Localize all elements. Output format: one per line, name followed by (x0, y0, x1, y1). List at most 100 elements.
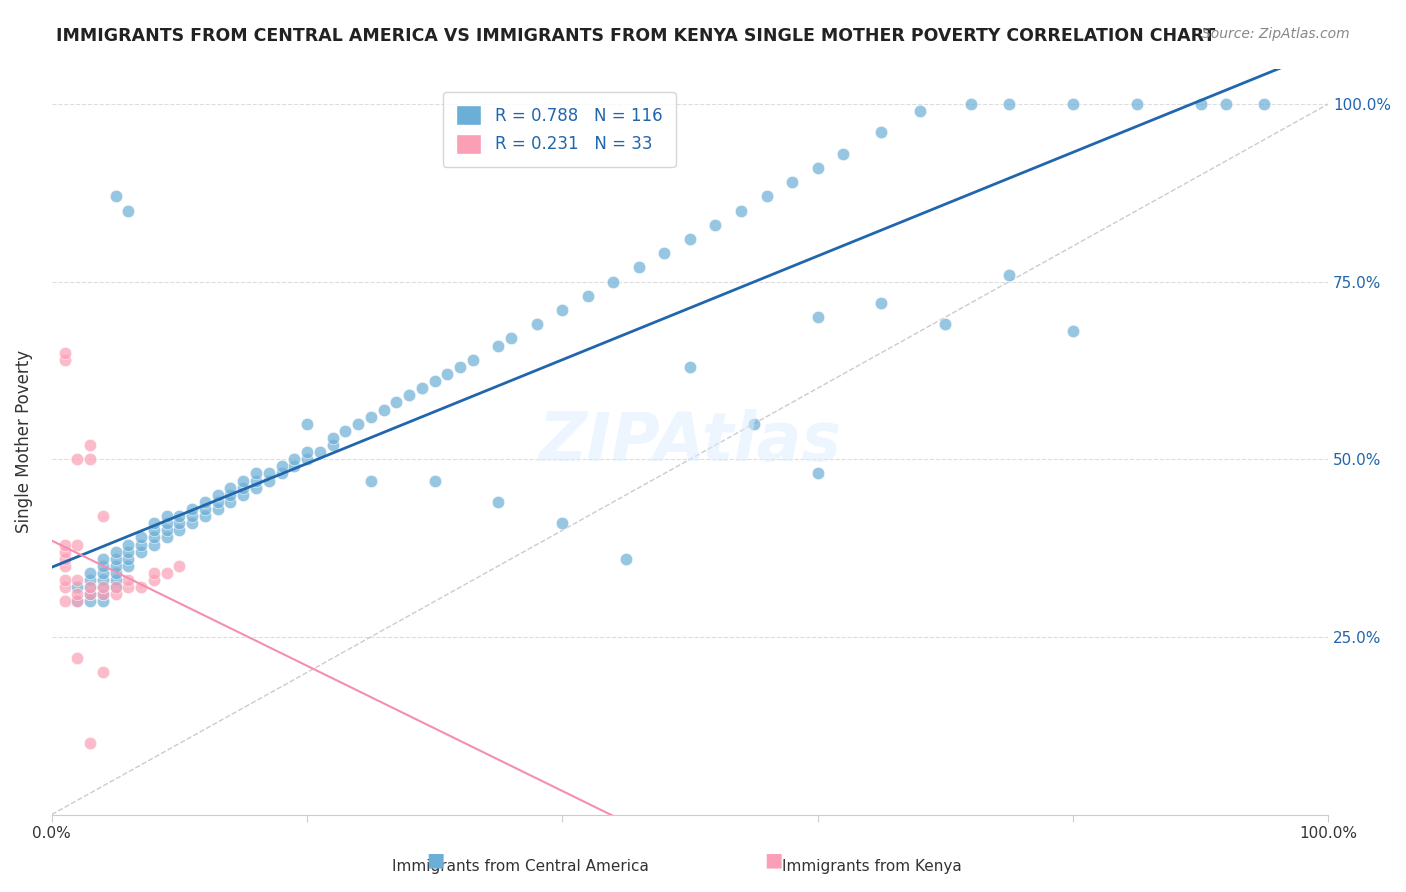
Point (870, 296, 893, 310)
Point (245, 467, 267, 481)
Point (194, 495, 217, 509)
Point (488, 495, 510, 509)
Point (742, 417, 765, 431)
Point (270, 467, 292, 481)
Point (104, 580, 127, 594)
Point (66, 587, 89, 601)
Point (347, 417, 370, 431)
Point (104, 189, 127, 203)
Point (91, 558, 114, 573)
Point (156, 524, 179, 538)
Point (169, 524, 191, 538)
Point (53, 537, 76, 551)
Text: Immigrants from Central America: Immigrants from Central America (392, 859, 648, 874)
Text: Immigrants from Kenya: Immigrants from Kenya (782, 859, 962, 874)
Point (53, 594, 76, 608)
Point (66, 594, 89, 608)
Point (91, 509, 114, 524)
Point (780, 175, 803, 189)
Point (832, 146, 855, 161)
Point (207, 495, 229, 509)
Point (53, 558, 76, 573)
Point (142, 537, 165, 551)
Point (283, 459, 305, 474)
Point (117, 544, 139, 558)
Point (501, 331, 523, 345)
Point (194, 502, 217, 516)
Point (117, 573, 139, 587)
Point (117, 203, 139, 218)
Point (934, 318, 956, 332)
Point (679, 232, 702, 246)
Y-axis label: Single Mother Poverty: Single Mother Poverty (15, 350, 32, 533)
Point (398, 388, 420, 402)
Point (232, 488, 254, 502)
Point (360, 474, 382, 488)
Point (104, 566, 127, 580)
Point (908, 104, 931, 119)
Point (526, 318, 548, 332)
Point (959, 97, 981, 112)
Point (181, 509, 204, 524)
Point (91, 587, 114, 601)
Point (1125, 97, 1147, 112)
Point (360, 409, 382, 424)
Point (322, 431, 344, 445)
Point (156, 566, 179, 580)
Point (79, 438, 101, 452)
Point (79, 566, 101, 580)
Point (295, 452, 318, 467)
Point (627, 260, 650, 275)
Point (1062, 97, 1084, 112)
Point (181, 516, 204, 531)
Point (704, 218, 727, 232)
Point (551, 516, 574, 531)
Point (142, 524, 165, 538)
Point (53, 345, 76, 359)
Point (602, 275, 624, 289)
Text: Source: ZipAtlas.com: Source: ZipAtlas.com (1202, 27, 1350, 41)
Point (423, 374, 446, 388)
Point (156, 516, 179, 531)
Point (576, 289, 599, 303)
Point (270, 459, 292, 474)
Point (91, 551, 114, 566)
Point (129, 537, 152, 551)
Point (91, 580, 114, 594)
Point (257, 467, 280, 481)
Point (53, 551, 76, 566)
Point (295, 417, 318, 431)
Point (156, 531, 179, 545)
Point (117, 551, 139, 566)
Point (91, 580, 114, 594)
Point (104, 558, 127, 573)
Point (66, 580, 89, 594)
Point (385, 395, 408, 409)
Point (207, 488, 229, 502)
Point (461, 352, 484, 367)
Point (142, 516, 165, 531)
Point (755, 189, 778, 203)
Point (104, 544, 127, 558)
Point (169, 558, 191, 573)
Point (79, 594, 101, 608)
Point (245, 474, 267, 488)
Point (245, 481, 267, 495)
Point (1189, 97, 1212, 112)
Point (117, 580, 139, 594)
Text: ZIPAtlas: ZIPAtlas (538, 409, 842, 475)
Point (91, 566, 114, 580)
Point (79, 587, 101, 601)
Point (219, 481, 242, 495)
Point (66, 573, 89, 587)
Point (998, 97, 1021, 112)
Point (79, 736, 101, 750)
Point (806, 467, 828, 481)
Point (129, 531, 152, 545)
Legend: R = 0.788   N = 116, R = 0.231   N = 33: R = 0.788 N = 116, R = 0.231 N = 33 (443, 92, 676, 168)
Point (322, 438, 344, 452)
Point (91, 594, 114, 608)
Point (117, 537, 139, 551)
Point (998, 268, 1021, 282)
Point (53, 573, 76, 587)
